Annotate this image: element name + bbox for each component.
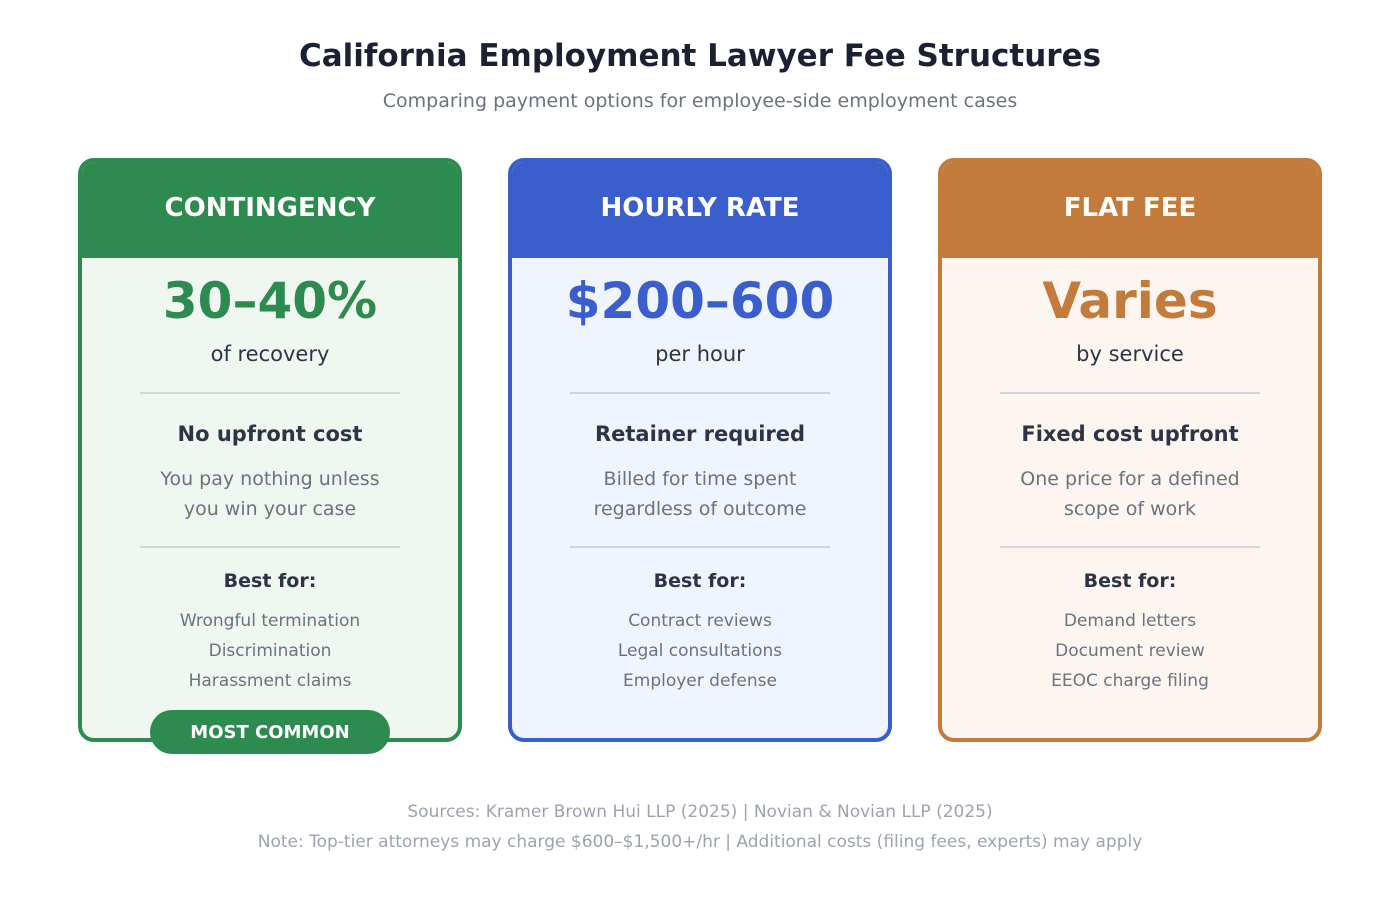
fee-unit: by service	[1076, 342, 1184, 366]
card-description: You pay nothing unless you win your case	[82, 464, 458, 524]
divider	[140, 546, 400, 548]
fee-card-flat-fee: FLAT FEE Varies by service Fixed cost up…	[938, 158, 1322, 742]
fee-card-contingency: CONTINGENCY 30–40% of recovery No upfron…	[78, 158, 462, 742]
page-subtitle: Comparing payment options for employee-s…	[382, 90, 1018, 112]
card-header: CONTINGENCY	[82, 162, 458, 258]
best-for-list: Wrongful termination Discrimination Harass…	[82, 606, 458, 696]
fee-card-hourly-rate: HOURLY RATE $200–600 per hour Retainer r…	[508, 158, 892, 742]
fee-value: $200–600	[565, 272, 835, 330]
card-description: One price for a defined scope of work	[942, 464, 1318, 524]
divider	[1000, 546, 1260, 548]
page-title: California Employment Lawyer Fee Structu…	[298, 38, 1102, 74]
footer-note: Note: Top-tier attorneys may charge $600…	[257, 832, 1143, 852]
best-for-label: Best for:	[653, 570, 747, 592]
divider	[1000, 392, 1260, 394]
fee-value: 30–40%	[162, 272, 378, 330]
card-heading: Retainer required	[594, 422, 806, 446]
card-header: FLAT FEE	[942, 162, 1318, 258]
fee-unit: per hour	[655, 342, 745, 366]
desc-line: you win your case	[183, 498, 357, 520]
best-for-list: Demand letters Document review EEOC charge…	[942, 606, 1318, 696]
desc-line: Billed for time spent	[603, 468, 797, 490]
desc-line: One price for a defined	[1020, 468, 1240, 490]
list-item: Harassment claims	[188, 671, 352, 691]
list-item: EEOC charge filing	[1051, 671, 1209, 691]
divider	[570, 392, 830, 394]
desc-line: scope of work	[1063, 498, 1197, 520]
desc-line: regardless of outcome	[593, 498, 807, 520]
most-common-badge: MOST COMMON	[150, 710, 390, 754]
desc-line: You pay nothing unless	[160, 468, 380, 490]
card-header: HOURLY RATE	[512, 162, 888, 258]
best-for-list: Contract reviews Legal consultations Emplo…	[512, 606, 888, 696]
sources-note: Sources: Kramer Brown Hui LLP (2025) | N…	[407, 802, 993, 822]
card-heading: Fixed cost upfront	[1021, 422, 1239, 446]
list-item: Contract reviews	[628, 611, 772, 631]
card-heading: No upfront cost	[177, 422, 363, 446]
best-for-label: Best for:	[223, 570, 317, 592]
list-item: Document review	[1055, 641, 1205, 661]
best-for-label: Best for:	[1083, 570, 1177, 592]
fee-value: Varies	[1042, 272, 1218, 330]
divider	[570, 546, 830, 548]
list-item: Discrimination	[208, 641, 332, 661]
list-item: Demand letters	[1063, 611, 1197, 631]
list-item: Wrongful termination	[179, 611, 361, 631]
divider	[140, 392, 400, 394]
list-item: Employer defense	[623, 671, 777, 691]
list-item: Legal consultations	[617, 641, 783, 661]
fee-unit: of recovery	[210, 342, 330, 366]
card-description: Billed for time spent regardless of outco…	[512, 464, 888, 524]
